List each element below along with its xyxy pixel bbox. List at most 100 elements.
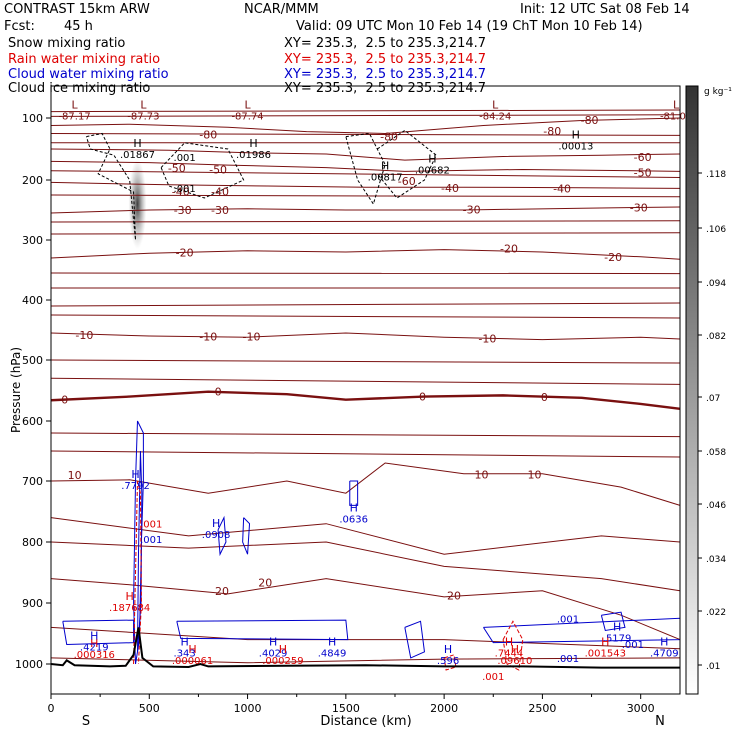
cloud-water-contour	[133, 420, 144, 665]
forecast-label: Fcst:	[4, 19, 35, 34]
extremum-value: -87.74	[231, 111, 263, 122]
extremum-value: .5179	[603, 633, 632, 644]
isotherm-label: 20	[258, 576, 272, 589]
extremum-mark: H	[428, 153, 436, 166]
isotherm-line	[50, 170, 681, 179]
extremum-value: .01867	[120, 150, 155, 161]
extremum-value: .0636	[339, 515, 368, 526]
contour-value-label: .001	[140, 535, 162, 546]
isotherm-label: -80	[581, 114, 599, 127]
field-xy-rain: XY= 235.3, 2.5 to 235.3,214.7	[284, 52, 487, 67]
isotherm-line	[50, 657, 681, 664]
isotherm-line	[50, 109, 681, 113]
isotherm-label: 20	[215, 585, 229, 598]
cloud-water-contour	[600, 611, 626, 632]
isotherm-label: -80	[543, 125, 561, 138]
x-tick-label: 500	[139, 702, 160, 715]
extremum-value: .000259	[262, 656, 303, 667]
isotherm-label: -50	[168, 162, 186, 175]
extremum-mark: H	[125, 590, 133, 603]
isotherm-line	[50, 232, 681, 235]
extremum-value: -87.17	[58, 111, 90, 122]
isotherm--80	[50, 117, 681, 135]
cloud-ice-contour	[376, 129, 437, 199]
x-axis-north-label: N	[655, 714, 665, 729]
colorbar-tick-label: .046	[706, 501, 726, 511]
cloud-ice-contour	[85, 132, 137, 241]
extremum-value: .00013	[558, 141, 593, 152]
isotherm-line	[50, 133, 681, 136]
x-tick-label: 2500	[528, 702, 556, 715]
extremum-value: .4029	[259, 649, 288, 660]
isotherm-label: 20	[447, 590, 461, 603]
cloud-water-contour	[242, 517, 251, 555]
y-tick-label: 800	[22, 536, 43, 549]
extremum-mark: H	[601, 636, 609, 649]
terrain-profile	[50, 627, 680, 669]
field-name-cloudice: Cloud ice mixing ratio	[8, 81, 151, 96]
extremum-mark: H	[90, 637, 98, 650]
extremum-value: .4709	[650, 649, 679, 660]
extremum-mark: H	[212, 517, 220, 530]
extremum-mark: H	[511, 643, 519, 656]
extremum-value: .00817	[368, 172, 403, 183]
isotherm--60	[50, 148, 681, 161]
init-time: Init: 12 UTC Sat 08 Feb 14	[520, 2, 690, 17]
field-xy-snow: XY= 235.3, 2.5 to 235.3,214.7	[284, 36, 487, 51]
y-tick-label: 700	[22, 475, 43, 488]
isotherm-20	[50, 578, 681, 641]
extremum-mark: L	[673, 98, 680, 111]
field-xy-cloudwater: XY= 235.3, 2.5 to 235.3,214.7	[284, 67, 487, 82]
extremum-value: .187684	[109, 603, 150, 614]
contour-value-label: .001	[140, 520, 162, 531]
extremum-value: .7444	[495, 649, 524, 660]
rain-contour	[502, 620, 524, 671]
forecast-hour: 45 h	[64, 19, 93, 34]
contour-value-label: .001	[482, 672, 504, 683]
extremum-mark: L	[72, 98, 79, 111]
isotherm-line	[50, 114, 681, 117]
isotherm-label: -30	[174, 204, 192, 217]
extremum-value: .000316	[74, 650, 115, 661]
contour-labels: -80-80-80-80-60-60-50-50-50-40-40-40-40-…	[58, 98, 692, 683]
extremum-mark: H	[613, 620, 621, 633]
source-label: NCAR/MMM	[244, 2, 319, 17]
y-tick-label: 1000	[15, 658, 43, 671]
extremum-value: .7792	[121, 481, 150, 492]
extremum-value: -81.02	[660, 111, 692, 122]
y-tick-label: 300	[22, 234, 43, 247]
extremum-value: .4849	[318, 649, 347, 660]
isotherm-label: 10	[528, 468, 542, 481]
valid-time: Valid: 09 UTC Mon 10 Feb 14 (19 ChT Mon …	[296, 19, 643, 34]
extremum-mark: H	[249, 137, 257, 150]
isotherm--10	[50, 332, 681, 341]
extremum-mark: H	[133, 137, 141, 150]
extremum-value: -84.24	[479, 111, 511, 122]
isotherm-label: -80	[380, 131, 398, 144]
isotherm-line	[50, 302, 681, 307]
isotherm-label: -10	[75, 329, 93, 342]
isotherm-line	[50, 359, 681, 364]
isotherm-line	[50, 626, 681, 650]
colorbar-unit: g kg⁻¹	[704, 87, 732, 97]
x-tick-label: 1500	[332, 702, 360, 715]
isotherm-line	[50, 541, 681, 592]
colorbar-tick-label: .07	[706, 394, 720, 404]
extremum-mark: H	[328, 636, 336, 649]
colorbar-tick-label: .106	[706, 225, 726, 235]
extremum-value: .00682	[415, 166, 450, 177]
extremum-mark: L	[140, 98, 147, 111]
axes: 0 500 1000 1500 2000 2500 30001002003004005006…	[15, 112, 655, 715]
isotherm-label: -40	[172, 185, 190, 198]
extremum-mark: H	[279, 643, 287, 656]
colorbar-tick-label: .022	[706, 608, 726, 618]
isotherm-label: -40	[441, 182, 459, 195]
x-tick-label: 1000	[234, 702, 262, 715]
cloud-water-contours	[62, 420, 681, 665]
y-tick-label: 500	[22, 354, 43, 367]
isotherm-label: -30	[211, 204, 229, 217]
isotherm-line	[50, 517, 681, 555]
extremum-value: .000061	[172, 656, 213, 667]
extremum-value: .001543	[585, 649, 626, 660]
